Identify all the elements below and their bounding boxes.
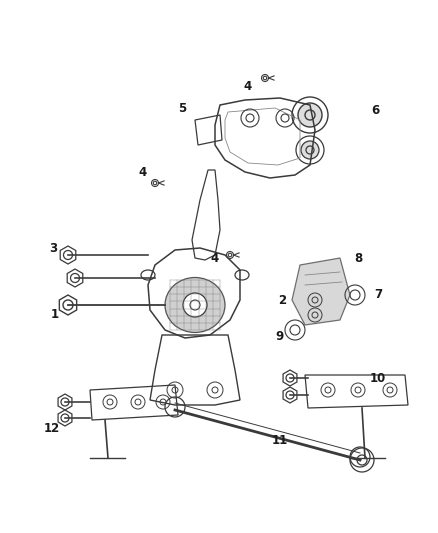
Text: 9: 9: [276, 330, 284, 343]
Text: 12: 12: [44, 422, 60, 434]
Text: 10: 10: [370, 372, 386, 384]
Polygon shape: [292, 258, 350, 325]
Ellipse shape: [165, 278, 225, 333]
Circle shape: [183, 293, 207, 317]
Text: 2: 2: [278, 294, 286, 306]
Text: 1: 1: [51, 309, 59, 321]
Text: 4: 4: [211, 252, 219, 264]
Text: 4: 4: [139, 166, 147, 179]
Circle shape: [301, 141, 319, 159]
Text: 4: 4: [244, 80, 252, 93]
Text: 5: 5: [178, 101, 186, 115]
Circle shape: [298, 103, 322, 127]
Text: 8: 8: [354, 252, 362, 264]
Text: 11: 11: [272, 433, 288, 447]
Text: 3: 3: [49, 241, 57, 254]
Text: 6: 6: [371, 103, 379, 117]
Text: 7: 7: [374, 288, 382, 302]
